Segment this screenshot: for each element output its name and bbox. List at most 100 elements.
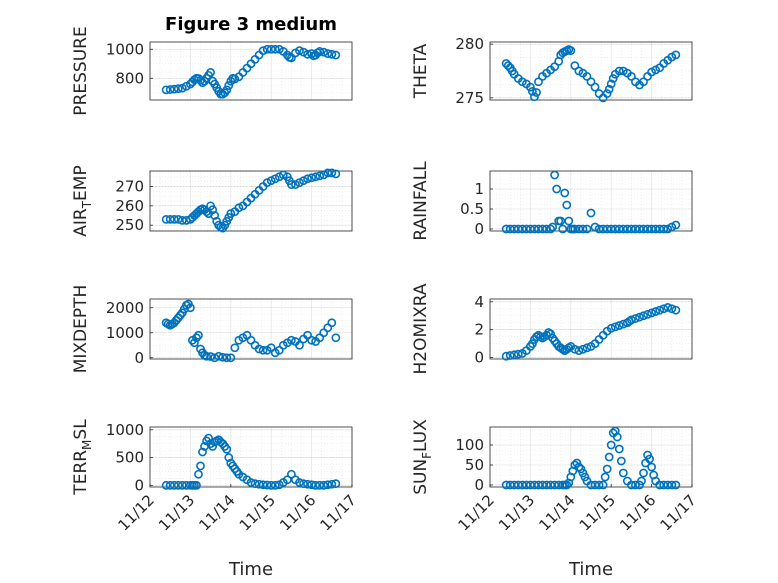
- x-tick-label: 11/14: [195, 491, 238, 534]
- data-point: [513, 480, 523, 490]
- data-point: [645, 454, 654, 464]
- data-point: [327, 479, 337, 489]
- data-point: [637, 476, 646, 486]
- data-point: [521, 480, 531, 490]
- data-point: [169, 214, 179, 224]
- data-point: [627, 315, 636, 325]
- data-point: [631, 314, 640, 323]
- data-point: [526, 224, 535, 234]
- data-point: [509, 350, 519, 360]
- subplot-pressure: 800 1000 PRESSURE: [71, 26, 353, 116]
- data-point: [198, 447, 207, 457]
- x-tick-label: 11/14: [535, 491, 578, 534]
- data-point: [606, 440, 616, 450]
- data-point: [647, 462, 656, 472]
- data-point: [190, 75, 199, 85]
- data-point: [614, 444, 624, 454]
- data-point: [602, 464, 612, 474]
- y-axis-label: PRESSURE: [71, 26, 91, 115]
- data-point: [526, 82, 535, 92]
- data-point: [627, 71, 636, 81]
- data-point: [222, 353, 232, 363]
- data-point: [622, 224, 632, 234]
- data-point: [552, 184, 562, 194]
- data-point: [505, 351, 515, 360]
- data-point: [612, 432, 622, 442]
- data-point: [196, 461, 205, 471]
- data-point: [598, 224, 608, 234]
- data-point: [509, 224, 519, 234]
- data-point: [501, 480, 511, 490]
- data-point: [303, 479, 312, 489]
- data-point: [659, 224, 669, 234]
- y-tick-label: 50: [465, 456, 484, 474]
- data-point: [315, 47, 325, 56]
- y-tick-label: 280: [455, 35, 484, 53]
- plot-area: [489, 170, 693, 232]
- data-point: [303, 174, 312, 184]
- data-point: [635, 224, 644, 234]
- y-tick-label: 250: [115, 216, 144, 234]
- data-point: [230, 343, 240, 353]
- y-tick-label: 270: [115, 177, 144, 195]
- subplot-theta: 275 280 THETA: [411, 35, 693, 107]
- y-tick-label: 100: [455, 436, 484, 454]
- data-point: [505, 224, 515, 234]
- data-point: [173, 480, 183, 490]
- data-point: [586, 208, 596, 218]
- data-point: [331, 50, 341, 60]
- data-point: [266, 44, 276, 54]
- data-point: [610, 224, 620, 234]
- x-tick-label: 11/17: [317, 491, 360, 534]
- data-point: [582, 71, 592, 81]
- y-tick-label: 4: [474, 293, 484, 311]
- subplot-h2omixra: 0 2 4 H2OMIXRA: [411, 283, 693, 375]
- data-point: [667, 304, 677, 314]
- data-point: [574, 346, 584, 356]
- plot-area: [489, 426, 693, 488]
- data-point: [286, 180, 296, 189]
- y-axis-label: AIRTEMP: [71, 165, 94, 236]
- data-point: [671, 220, 681, 230]
- data-point: [618, 468, 628, 478]
- data-point: [250, 479, 260, 489]
- y-axis-label: H2OMIXRA: [411, 283, 431, 374]
- data-point: [590, 480, 600, 490]
- y-axis-label: TERRMSL: [71, 419, 94, 496]
- data-point: [616, 456, 626, 466]
- x-tick-label: 11/12: [115, 491, 158, 534]
- data-point: [558, 224, 568, 234]
- data-point: [161, 85, 171, 95]
- data-point: [530, 92, 539, 102]
- data-point: [546, 329, 555, 339]
- data-point: [501, 224, 511, 234]
- data-point: [331, 479, 341, 489]
- data-point: [586, 480, 596, 490]
- y-tick-label: 1000: [106, 324, 144, 342]
- data-point: [538, 480, 547, 490]
- data-point: [226, 353, 236, 363]
- data-point: [627, 224, 636, 234]
- x-tick-label: 11/13: [495, 491, 538, 534]
- data-point: [173, 84, 183, 94]
- data-point: [562, 480, 572, 490]
- data-point: [262, 480, 272, 490]
- data-point: [295, 478, 304, 487]
- data-point: [671, 50, 681, 60]
- data-point: [534, 77, 543, 87]
- data-point: [600, 472, 610, 482]
- data-point: [266, 480, 276, 490]
- y-tick-label: 500: [115, 449, 144, 467]
- data-point: [169, 84, 179, 94]
- data-point: [582, 343, 592, 353]
- data-point: [594, 224, 604, 234]
- y-tick-label: 0: [134, 349, 144, 367]
- data-point: [208, 442, 218, 451]
- data-point: [606, 79, 616, 89]
- data-point: [566, 46, 576, 55]
- data-point: [528, 339, 537, 349]
- data-point: [574, 462, 584, 472]
